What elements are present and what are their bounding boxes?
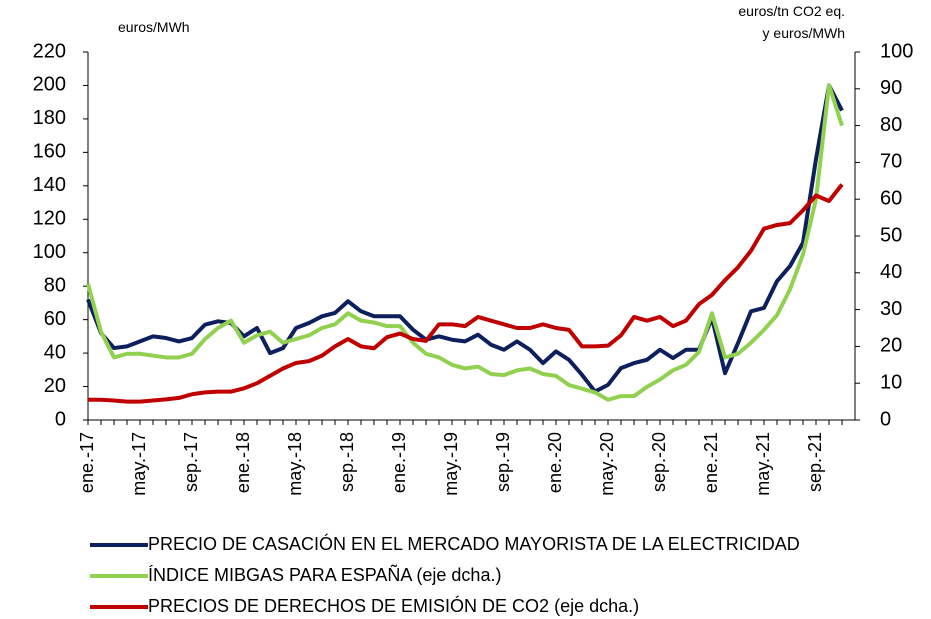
legend-label: ÍNDICE MIBGAS PARA ESPAÑA (eje dcha.)	[148, 564, 501, 585]
x-tick-label: may.-21	[753, 432, 773, 496]
y2-tick-label: 90	[880, 77, 902, 99]
y-tick-label: 160	[33, 141, 66, 163]
series-line	[88, 183, 844, 404]
x-tick-label: sep.-18	[337, 432, 357, 492]
legend-label: PRECIO DE CASACIÓN EN EL MERCADO MAYORIS…	[148, 533, 800, 554]
y2-tick-label: 10	[880, 371, 902, 393]
y2-axis-label: y euros/MWh	[763, 25, 845, 41]
y2-tick-label: 100	[880, 40, 913, 62]
y-tick-label: 200	[33, 74, 66, 96]
y2-tick-label: 20	[880, 335, 902, 357]
y-tick-label: 40	[44, 341, 66, 363]
y-tick-label: 180	[33, 107, 66, 129]
x-tick-label: may.-19	[441, 432, 461, 496]
series-line	[86, 83, 844, 402]
x-tick-label: may.-20	[597, 432, 617, 496]
y-tick-label: 0	[55, 408, 66, 430]
y-axis-label: euros/MWh	[118, 19, 190, 35]
x-tick-label: ene.-19	[389, 432, 409, 493]
y-tick-label: 100	[33, 241, 66, 263]
y-tick-label: 80	[44, 274, 66, 296]
y2-tick-label: 80	[880, 114, 902, 136]
legend-label: PRECIOS DE DERECHOS DE EMISIÓN DE CO2 (e…	[148, 595, 639, 616]
x-tick-label: may.-18	[285, 432, 305, 496]
y2-tick-label: 50	[880, 224, 902, 246]
y-tick-label: 60	[44, 308, 66, 330]
y-tick-label: 120	[33, 208, 66, 230]
x-tick-label: ene.-21	[701, 432, 721, 493]
y2-tick-label: 70	[880, 151, 902, 173]
series-line	[86, 83, 844, 394]
x-tick-label: may.-17	[129, 432, 149, 496]
x-tick-label: sep.-19	[493, 432, 513, 492]
y-tick-label: 220	[33, 40, 66, 62]
x-tick-label: sep.-20	[649, 432, 669, 492]
y2-tick-label: 30	[880, 298, 902, 320]
y2-tick-label: 60	[880, 187, 902, 209]
y-tick-label: 20	[44, 375, 66, 397]
x-tick-label: ene.-20	[545, 432, 565, 493]
y2-axis-label: euros/tn CO2 eq.	[738, 3, 845, 19]
y-tick-label: 140	[33, 174, 66, 196]
y2-tick-label: 40	[880, 261, 902, 283]
x-tick-label: sep.-17	[181, 432, 201, 492]
y2-tick-label: 0	[880, 408, 891, 430]
x-tick-label: ene.-17	[77, 432, 97, 493]
x-tick-label: ene.-18	[233, 432, 253, 493]
x-tick-label: sep.-21	[805, 432, 825, 492]
